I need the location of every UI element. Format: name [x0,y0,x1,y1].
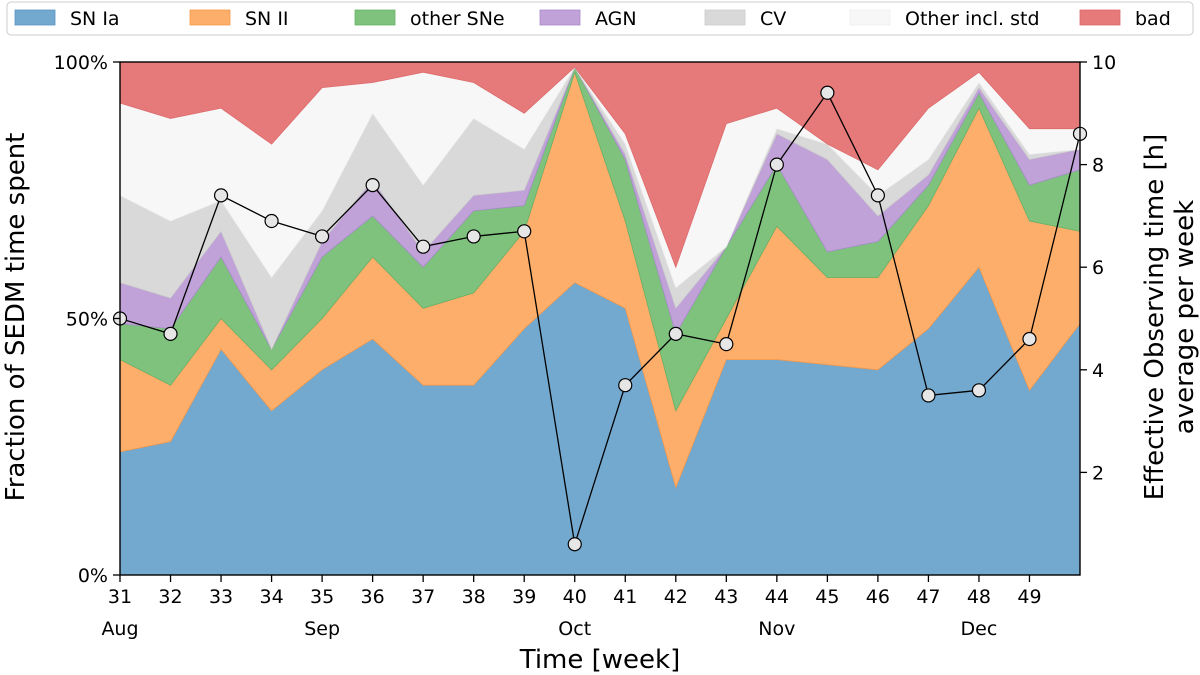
observing-time-point [517,224,532,239]
y-right-tick-label: 2 [1092,462,1104,484]
y-left-tick-label: 50% [66,309,108,331]
legend-swatch [704,9,746,26]
x-month-label: Oct [558,618,591,640]
observing-time-point [921,388,936,403]
x-month-label: Nov [758,618,795,640]
legend-swatch [189,9,231,26]
y-axis-right-title-line2: average per week [1170,200,1200,434]
legend-swatch [539,9,581,26]
legend-label: Other incl. std [905,8,1040,30]
x-month-label: Aug [101,618,138,640]
x-tick-label: 45 [815,586,839,608]
observing-time-point [618,378,633,393]
y-axis-right-title-line1: Effective Observing time [h] [1140,134,1170,501]
observing-time-point [213,188,229,203]
observing-time-point [971,383,987,398]
x-tick-label: 38 [462,586,486,608]
observing-time-point [365,178,380,193]
observing-time-line [112,85,1088,552]
legend-label: bad [1135,8,1171,30]
observing-time-point [466,229,481,244]
x-tick-label: 49 [1017,586,1041,608]
y-right-tick-label: 6 [1092,257,1104,279]
legend-swatch [1079,9,1121,26]
x-tick-label: 35 [310,586,334,608]
observing-time-point [820,85,835,100]
x-month-label: Sep [304,618,340,640]
legend: SN Ia SN II other SNe AGN CV Other incl. std b… [6,1,1194,36]
observing-time-point [416,239,431,254]
observing-time-point [315,229,330,244]
observing-time-point [870,188,885,203]
legend-label: CV [760,8,786,30]
x-tick-label: 37 [411,586,435,608]
x-tick-label: 46 [866,586,890,608]
observing-time-point [163,326,178,341]
legend-swatch [354,9,396,26]
y-right-tick-label: 8 [1092,155,1104,177]
x-tick-label: 40 [563,586,587,608]
observing-time-point [567,537,582,552]
x-axis: 31 32 33 34 35 36 37 38 39 40 41 42 43 44 45 46 47 48 49 Au… [101,575,1042,640]
x-tick-label: 39 [512,586,536,608]
legend-swatch [849,9,891,26]
x-tick-label: 43 [714,586,738,608]
x-tick-label: 31 [108,586,132,608]
observing-time-point [719,337,734,352]
legend-label: other SNe [410,8,505,30]
x-tick-label: 32 [158,586,182,608]
y-axis-left-title: Fraction of SEDM time spent [1,133,31,502]
x-tick-label: 48 [967,586,991,608]
x-month-label: Dec [961,618,998,640]
y-axis-left: 0% 50% 100% [54,52,120,587]
stacked-areas [119,61,1081,576]
observing-time-point [264,213,279,229]
y-right-tick-label: 10 [1092,52,1116,74]
x-tick-label: 42 [664,586,688,608]
observing-time-line-path [119,91,1081,545]
x-tick-label: 41 [613,586,637,608]
legend-label: SN Ia [70,8,120,30]
legend-swatch [14,9,56,26]
legend-frame [6,1,1194,36]
x-tick-label: 44 [765,586,789,608]
legend-label: AGN [595,8,637,30]
y-axis-right: 2 4 6 8 10 [1080,52,1116,484]
x-tick-label: 33 [209,586,233,608]
x-tick-label: 36 [361,586,385,608]
observing-time-point [668,326,683,341]
y-left-tick-label: 100% [54,52,108,74]
x-axis-title: Time [week] [519,645,681,675]
observing-time-point [769,157,784,172]
x-tick-label: 47 [916,586,940,608]
y-left-tick-label: 0% [78,565,108,587]
observing-time-point [1022,331,1037,347]
x-tick-label: 34 [259,586,283,608]
legend-label: SN II [245,8,289,30]
y-right-tick-label: 4 [1092,360,1104,382]
